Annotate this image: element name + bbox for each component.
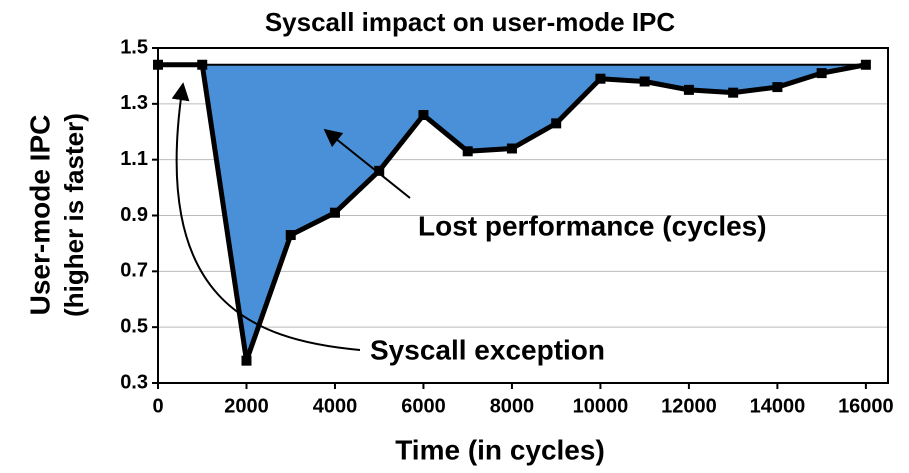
point	[860, 59, 871, 70]
x-tick-label: 0	[152, 395, 163, 417]
point	[241, 355, 252, 366]
annotation-arrow	[323, 128, 411, 199]
point	[197, 59, 208, 70]
x-tick-label: 6000	[401, 395, 446, 417]
y-tick-label: 0.7	[120, 260, 148, 282]
x-tick-label: 10000	[573, 395, 629, 417]
y-tick-label: 1.5	[120, 36, 148, 58]
point	[772, 82, 783, 93]
plot-frame	[157, 47, 889, 384]
annotation: Syscall exception	[370, 334, 605, 365]
y-axis-label: (higher is faster)	[59, 113, 89, 317]
point	[462, 146, 473, 157]
point	[418, 110, 429, 120]
point	[816, 68, 827, 79]
point	[683, 84, 694, 95]
y-tick-label: 0.5	[120, 315, 148, 337]
point	[639, 76, 650, 87]
point	[595, 73, 606, 84]
x-axis-label: Time (in cycles)	[395, 434, 605, 465]
point	[551, 118, 562, 129]
point	[374, 165, 385, 176]
point	[329, 207, 340, 218]
point	[506, 143, 517, 154]
x-tick-label: 12000	[661, 395, 717, 417]
x-tick-label: 16000	[838, 395, 894, 417]
point	[285, 230, 296, 241]
y-tick-label: 0.3	[120, 371, 148, 393]
annotation: Lost performance (cycles)	[418, 210, 767, 241]
x-tick-label: 14000	[750, 395, 806, 417]
y-tick-label: 1.1	[120, 148, 148, 170]
y-axis-label: User-mode IPC	[24, 115, 55, 316]
chart-title: Syscall impact on user-mode IPC	[265, 7, 676, 37]
x-tick-label: 8000	[490, 395, 535, 417]
x-tick-label: 4000	[313, 395, 358, 417]
annotation-arrow	[171, 82, 361, 351]
point	[728, 87, 739, 98]
x-tick-label: 2000	[224, 395, 269, 417]
y-tick-label: 1.3	[120, 92, 148, 114]
y-tick-label: 0.9	[120, 204, 148, 226]
